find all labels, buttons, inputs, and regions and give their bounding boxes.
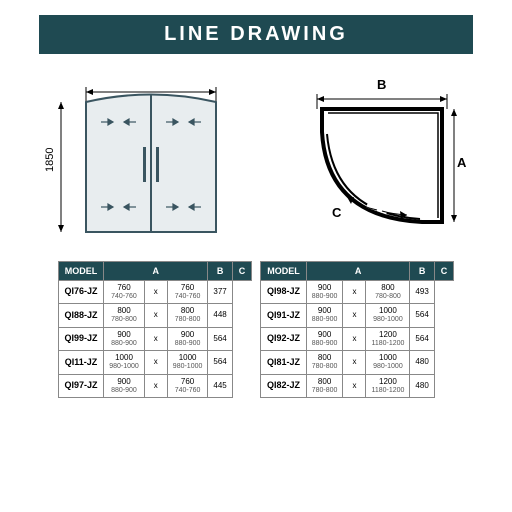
diagrams-row: 1850 — [15, 69, 497, 249]
cell-a: 760740-760 — [104, 281, 145, 304]
cell-x: x — [144, 351, 167, 374]
elevation-diagram: 1850 — [41, 72, 241, 247]
th-b: B — [208, 262, 232, 281]
th-b: B — [410, 262, 434, 281]
cell-model: QI81-JZ — [261, 351, 307, 374]
table-row: QI97-JZ900880-900x760740-760445 — [58, 374, 252, 397]
cell-a: 800780-800 — [104, 304, 145, 327]
cell-a: 800780-800 — [306, 374, 343, 397]
dim-a-label: A — [457, 155, 467, 170]
cell-c: 493 — [410, 281, 434, 304]
cell-x: x — [144, 327, 167, 350]
right-spec-table: MODEL A B C QI98-JZ900880-900x800780-800… — [260, 261, 454, 398]
cell-model: QI88-JZ — [58, 304, 104, 327]
cell-c: 377 — [208, 281, 232, 304]
th-a: A — [104, 262, 208, 281]
cell-model: QI97-JZ — [58, 374, 104, 397]
dim-c-label: C — [332, 205, 342, 220]
table-row: QI88-JZ800780-800x800780-800448 — [58, 304, 252, 327]
cell-model: QI99-JZ — [58, 327, 104, 350]
cell-c: 448 — [208, 304, 232, 327]
table-row: QI81-JZ800780-800x1000980-1000480 — [261, 351, 454, 374]
cell-x: x — [343, 374, 366, 397]
cell-x: x — [343, 304, 366, 327]
cell-model: QI98-JZ — [261, 281, 307, 304]
cell-model: QI92-JZ — [261, 327, 307, 350]
cell-c: 564 — [410, 304, 434, 327]
cell-b: 900880-900 — [167, 327, 208, 350]
cell-b: 800780-800 — [167, 304, 208, 327]
table-row: QI11-JZ1000980-1000x1000980-1000564 — [58, 351, 252, 374]
cell-x: x — [144, 374, 167, 397]
cell-a: 900880-900 — [306, 304, 343, 327]
cell-c: 564 — [208, 327, 232, 350]
cell-model: QI11-JZ — [58, 351, 104, 374]
cell-x: x — [343, 281, 366, 304]
cell-b: 760740-760 — [167, 374, 208, 397]
title-banner: LINE DRAWING — [39, 15, 473, 54]
table-row: QI91-JZ900880-900x1000980-1000564 — [261, 304, 454, 327]
cell-x: x — [343, 327, 366, 350]
table-row: QI82-JZ800780-800x12001180-1200480 — [261, 374, 454, 397]
th-model: MODEL — [58, 262, 104, 281]
cell-a: 900880-900 — [104, 374, 145, 397]
table-row: QI98-JZ900880-900x800780-800493 — [261, 281, 454, 304]
cell-a: 900880-900 — [104, 327, 145, 350]
th-a: A — [306, 262, 410, 281]
th-c: C — [232, 262, 252, 281]
cell-b: 1000980-1000 — [366, 304, 410, 327]
cell-b: 800780-800 — [366, 281, 410, 304]
cell-b: 12001180-1200 — [366, 327, 410, 350]
cell-model: QI91-JZ — [261, 304, 307, 327]
cell-c: 564 — [208, 351, 232, 374]
cell-b: 1000980-1000 — [366, 351, 410, 374]
height-label: 1850 — [44, 147, 56, 171]
table-row: QI99-JZ900880-900x900880-900564 — [58, 327, 252, 350]
cell-c: 564 — [410, 327, 434, 350]
cell-a: 800780-800 — [306, 351, 343, 374]
cell-b: 12001180-1200 — [366, 374, 410, 397]
cell-x: x — [144, 304, 167, 327]
cell-a: 900880-900 — [306, 327, 343, 350]
plan-diagram: B A C — [292, 77, 472, 242]
cell-model: QI76-JZ — [58, 281, 104, 304]
cell-c: 480 — [410, 351, 434, 374]
dim-b-label: B — [377, 77, 386, 92]
th-c: C — [434, 262, 454, 281]
cell-x: x — [343, 351, 366, 374]
cell-c: 480 — [410, 374, 434, 397]
cell-x: x — [144, 281, 167, 304]
cell-c: 445 — [208, 374, 232, 397]
cell-model: QI82-JZ — [261, 374, 307, 397]
cell-b: 760740-760 — [167, 281, 208, 304]
th-model: MODEL — [261, 262, 307, 281]
table-row: QI92-JZ900880-900x12001180-1200564 — [261, 327, 454, 350]
tables-row: MODEL A B C QI76-JZ760740-760x760740-760… — [15, 261, 497, 398]
left-spec-table: MODEL A B C QI76-JZ760740-760x760740-760… — [58, 261, 253, 398]
table-row: QI76-JZ760740-760x760740-760377 — [58, 281, 252, 304]
cell-a: 900880-900 — [306, 281, 343, 304]
cell-b: 1000980-1000 — [167, 351, 208, 374]
cell-a: 1000980-1000 — [104, 351, 145, 374]
